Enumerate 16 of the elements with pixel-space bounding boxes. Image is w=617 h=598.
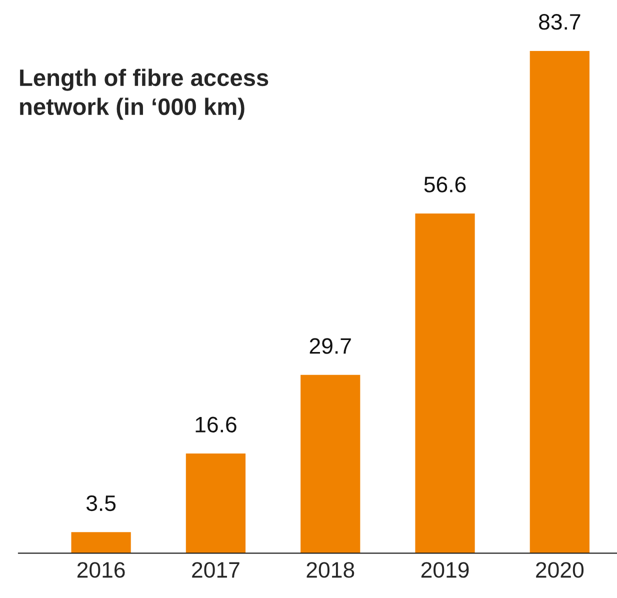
data-label: 16.6 — [196, 416, 236, 432]
data-label: 3.5 — [86, 495, 116, 512]
bar — [71, 532, 131, 554]
data-label: 29.7 — [310, 338, 351, 354]
bar — [530, 50, 590, 554]
bar — [415, 213, 475, 554]
x-tick-label: 2018 — [306, 562, 354, 578]
data-label: 83.7 — [539, 14, 580, 30]
text: Length of fibre access network (in ‘000 km) — [20, 68, 268, 120]
x-tick-label: 2019 — [421, 562, 469, 578]
x-tick-label: 2017 — [192, 562, 240, 578]
data-label: 56.6 — [424, 176, 466, 192]
x-tick-label: 2020 — [536, 562, 584, 578]
bar — [300, 374, 360, 554]
bar — [186, 454, 246, 554]
x-tick-label: 2016 — [77, 562, 125, 578]
